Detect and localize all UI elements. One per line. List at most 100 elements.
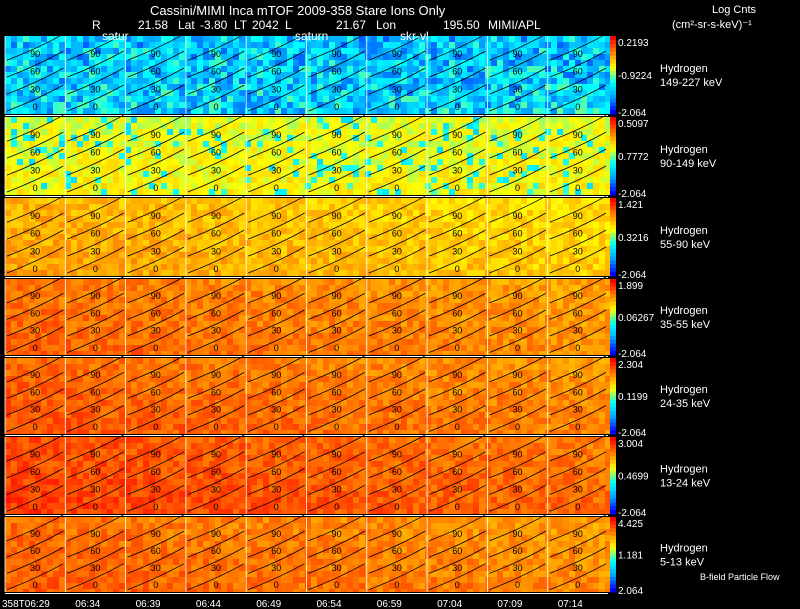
heatmap-cell: [371, 246, 377, 252]
heatmap-cell: [419, 204, 425, 210]
heatmap-cell: [377, 264, 383, 270]
heatmap-cell: [413, 165, 419, 171]
heatmap-cell: [209, 204, 215, 210]
heatmap-cell: [101, 279, 107, 285]
colorbar-segment: [610, 225, 616, 230]
heatmap-cell: [485, 189, 491, 195]
heatmap-cell: [239, 291, 245, 297]
heatmap-cell: [95, 96, 101, 102]
heatmap-cell: [281, 258, 287, 264]
heatmap-cell: [221, 210, 227, 216]
heatmap-cell: [353, 210, 359, 216]
heatmap-cell: [533, 252, 539, 258]
contour-line: [428, 212, 486, 240]
heatmap-cell: [143, 258, 149, 264]
heatmap-cell: [257, 198, 263, 204]
heatmap-cell: [317, 198, 323, 204]
heatmap-cell: [437, 60, 443, 66]
heatmap-cell: [413, 78, 419, 84]
heatmap-cell: [557, 171, 563, 177]
heatmap-cell: [77, 246, 83, 252]
heatmap-cell: [383, 102, 389, 108]
heatmap-cell: [83, 141, 89, 147]
heatmap-cell: [179, 183, 185, 189]
heatmap-cell: [107, 258, 113, 264]
heatmap-cell: [125, 165, 131, 171]
heatmap-cell: [251, 36, 257, 42]
heatmap-cell: [233, 102, 239, 108]
heatmap-cell: [599, 129, 605, 135]
heatmap-cell: [65, 66, 71, 72]
heatmap-cell: [173, 222, 179, 228]
heatmap-cell: [29, 129, 35, 135]
heatmap-cell: [53, 135, 59, 141]
heatmap-cell: [119, 60, 125, 66]
heatmap-cell: [599, 240, 605, 246]
heatmap-cell: [65, 240, 71, 246]
heatmap-cell: [179, 252, 185, 258]
heatmap-cell: [377, 270, 383, 276]
heatmap-cell: [113, 198, 119, 204]
heatmap-cell: [317, 117, 323, 123]
contour-line: [248, 148, 305, 176]
heatmap-cell: [185, 183, 191, 189]
heatmap-cell: [119, 234, 125, 240]
heatmap-cell: [395, 210, 401, 216]
heatmap-cell: [491, 78, 497, 84]
heatmap-cell: [263, 183, 269, 189]
heatmap-cell: [311, 117, 317, 123]
heatmap-cell: [311, 204, 317, 210]
heatmap-cell: [563, 240, 569, 246]
contour-line: [248, 50, 305, 78]
heatmap-cell: [533, 165, 539, 171]
heatmap-cell: [299, 204, 305, 210]
heatmap-cell: [227, 96, 233, 102]
heatmap-cell: [347, 240, 353, 246]
heatmap-cell: [161, 72, 167, 78]
heatmap-cell: [521, 309, 527, 315]
contour-line: [67, 84, 124, 112]
heatmap-cell: [605, 210, 611, 216]
heatmap-cell: [287, 204, 293, 210]
heatmap-cell: [563, 147, 569, 153]
heatmap-cell: [311, 246, 317, 252]
heatmap-cell: [41, 264, 47, 270]
heatmap-cell: [581, 297, 587, 303]
heatmap-cell: [299, 84, 305, 90]
heatmap-cell: [203, 189, 209, 195]
heatmap-cell: [275, 90, 281, 96]
heatmap-cell: [509, 153, 515, 159]
heatmap-cell: [323, 216, 329, 222]
heatmap-cell: [287, 123, 293, 129]
heatmap-cell: [479, 78, 485, 84]
heatmap-cell: [161, 279, 167, 285]
heatmap-cell: [5, 240, 11, 246]
heatmap-cell: [71, 183, 77, 189]
heatmap-cell: [479, 204, 485, 210]
heatmap-cell: [509, 222, 515, 228]
heatmap-cell: [587, 66, 593, 72]
heatmap-cell: [467, 123, 473, 129]
heatmap-cell: [539, 135, 545, 141]
heatmap-cell: [209, 108, 215, 114]
heatmap-cell: [173, 78, 179, 84]
heatmap-cell: [125, 297, 131, 303]
heatmap-cell: [71, 135, 77, 141]
heatmap-cell: [329, 159, 335, 165]
heatmap-cell: [233, 135, 239, 141]
heatmap-cell: [521, 108, 527, 114]
heatmap-cell: [605, 258, 611, 264]
heatmap-cell: [377, 60, 383, 66]
heatmap-cell: [503, 303, 509, 309]
heatmap-cell: [281, 279, 287, 285]
heatmap-cell: [251, 147, 257, 153]
heatmap-cell: [209, 60, 215, 66]
heatmap-cell: [317, 72, 323, 78]
heatmap-cell: [107, 246, 113, 252]
heatmap-cell: [203, 141, 209, 147]
heatmap-cell: [461, 147, 467, 153]
heatmap-cell: [497, 123, 503, 129]
heatmap-cell: [125, 48, 131, 54]
heatmap-cell: [371, 135, 377, 141]
heatmap-cell: [287, 183, 293, 189]
